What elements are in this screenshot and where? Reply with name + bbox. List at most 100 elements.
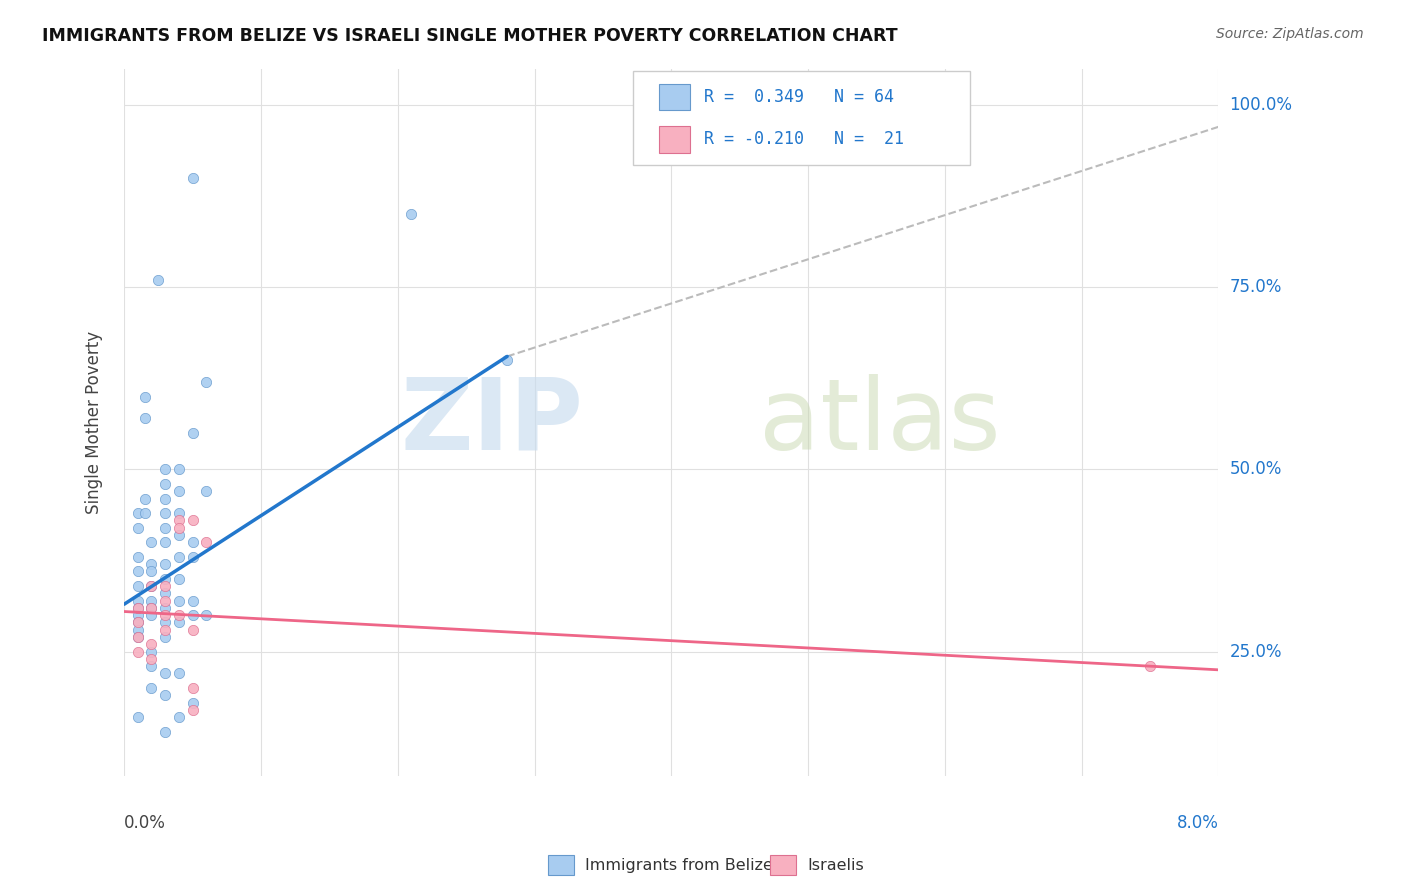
Point [141,565,163,579]
Point [181,549,204,564]
Point [181,608,204,623]
Point [127,600,149,615]
Point [167,549,190,564]
Point [127,623,149,637]
Point [181,425,204,440]
Point [167,572,190,586]
Point [195,375,218,389]
Point [127,549,149,564]
Point [167,462,190,476]
Point [141,644,163,658]
Point [127,593,149,607]
Point [181,535,204,549]
Point [127,608,149,623]
Point [141,608,163,623]
Point [167,615,190,630]
Point [181,593,204,607]
Point [141,659,163,673]
Text: atlas: atlas [759,374,1001,470]
Point [153,600,176,615]
Point [167,666,190,681]
Point [127,644,149,658]
Point [134,506,156,520]
Point [1139,659,1161,673]
Point [153,724,176,739]
Point [181,170,204,185]
Point [153,593,176,607]
Point [148,273,170,287]
Point [127,506,149,520]
Point [153,630,176,644]
Text: 100.0%: 100.0% [1230,96,1292,114]
Point [167,528,190,542]
Text: Immigrants from Belize: Immigrants from Belize [585,858,773,872]
Point [127,630,149,644]
Point [181,703,204,717]
Point [153,521,176,535]
Point [195,535,218,549]
Point [141,652,163,666]
Point [153,535,176,549]
Text: 25.0%: 25.0% [1230,642,1282,661]
Point [153,579,176,593]
Point [141,557,163,571]
Point [167,513,190,527]
Point [153,477,176,491]
Point [141,600,163,615]
Point [181,623,204,637]
Point [141,579,163,593]
Point [153,491,176,506]
Point [141,681,163,695]
Point [167,484,190,499]
Point [127,615,149,630]
Text: ZIP: ZIP [401,374,583,470]
Point [127,615,149,630]
Point [167,608,190,623]
Text: IMMIGRANTS FROM BELIZE VS ISRAELI SINGLE MOTHER POVERTY CORRELATION CHART: IMMIGRANTS FROM BELIZE VS ISRAELI SINGLE… [42,27,898,45]
Point [134,491,156,506]
Text: R =  0.349   N = 64: R = 0.349 N = 64 [704,88,894,106]
Point [127,630,149,644]
Point [141,579,163,593]
Point [153,506,176,520]
Point [181,513,204,527]
Point [127,521,149,535]
Point [141,637,163,651]
Point [153,462,176,476]
Text: 50.0%: 50.0% [1230,460,1282,478]
Point [153,666,176,681]
Text: 75.0%: 75.0% [1230,278,1282,296]
Point [127,600,149,615]
Point [167,521,190,535]
Text: R = -0.210   N =  21: R = -0.210 N = 21 [704,130,904,148]
Point [153,623,176,637]
Point [153,557,176,571]
Point [153,689,176,703]
Text: Israelis: Israelis [807,858,863,872]
Point [127,579,149,593]
Point [134,390,156,404]
Point [153,615,176,630]
Point [127,565,149,579]
Point [195,484,218,499]
Point [496,353,519,368]
Point [141,600,163,615]
Point [153,586,176,600]
Point [167,506,190,520]
Point [153,572,176,586]
Text: Source: ZipAtlas.com: Source: ZipAtlas.com [1216,27,1364,41]
Y-axis label: Single Mother Poverty: Single Mother Poverty [86,330,103,514]
Point [195,608,218,623]
Text: 0.0%: 0.0% [124,814,166,832]
Point [141,535,163,549]
Point [401,207,423,221]
Point [181,681,204,695]
Point [141,593,163,607]
Point [181,696,204,710]
Text: 8.0%: 8.0% [1177,814,1219,832]
Point [134,411,156,425]
Point [127,710,149,724]
Point [153,608,176,623]
Point [167,710,190,724]
Point [167,593,190,607]
